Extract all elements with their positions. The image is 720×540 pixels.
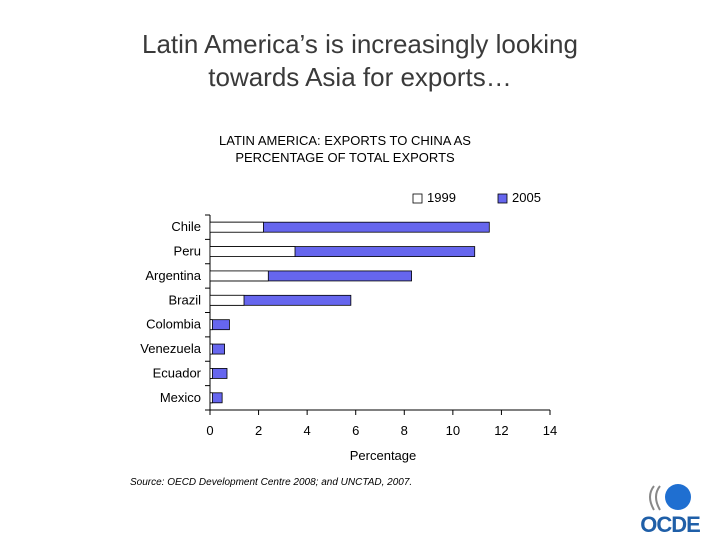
slide-title-line2: towards Asia for exports…: [208, 62, 512, 92]
legend-label-2005: 2005: [512, 190, 541, 205]
category-label: Argentina: [145, 268, 201, 283]
bar-1999: [209, 270, 269, 282]
x-axis-label: Percentage: [350, 448, 417, 463]
x-tick-label: 10: [446, 423, 460, 438]
bar-1999: [209, 294, 245, 306]
chart-title-line1: LATIN AMERICA: EXPORTS TO CHINA AS: [219, 133, 471, 148]
chart-title-line2: PERCENTAGE OF TOTAL EXPORTS: [235, 150, 455, 165]
logo-mark-icon: [649, 484, 691, 511]
x-tick-label: 14: [543, 423, 557, 438]
source-note: Source: OECD Development Centre 2008; an…: [130, 477, 413, 488]
legend-swatch-2005: [497, 193, 508, 204]
bar-1999: [209, 343, 213, 355]
x-tick-label: 12: [494, 423, 508, 438]
x-tick-label: 8: [401, 423, 408, 438]
bar-2005: [209, 319, 230, 331]
category-label: Peru: [174, 244, 201, 259]
x-tick-label: 0: [206, 423, 213, 438]
category-label: Mexico: [160, 390, 201, 405]
bar-1999: [209, 368, 213, 379]
logo-text: OCDE: [640, 512, 701, 537]
bar-1999: [209, 221, 264, 233]
category-label: Brazil: [168, 292, 201, 307]
slide-title: Latin America’s is increasingly looking …: [0, 28, 720, 94]
chart-title: LATIN AMERICA: EXPORTS TO CHINA AS PERCE…: [170, 132, 520, 166]
category-label: Venezuela: [140, 341, 201, 356]
bar-1999: [209, 246, 296, 257]
category-label: Colombia: [146, 317, 202, 332]
bar-1999: [209, 392, 213, 404]
legend-label-1999: 1999: [427, 190, 456, 205]
oecd-logo: OCDE: [640, 482, 701, 537]
legend-swatch-1999: [412, 193, 423, 204]
category-label: Chile: [171, 219, 201, 234]
x-tick-label: 2: [255, 423, 262, 438]
x-tick-label: 6: [352, 423, 359, 438]
slide-title-line1: Latin America’s is increasingly looking: [142, 29, 578, 59]
x-tick-label: 4: [304, 423, 311, 438]
bar-1999: [209, 319, 213, 331]
category-label: Ecuador: [153, 365, 202, 380]
